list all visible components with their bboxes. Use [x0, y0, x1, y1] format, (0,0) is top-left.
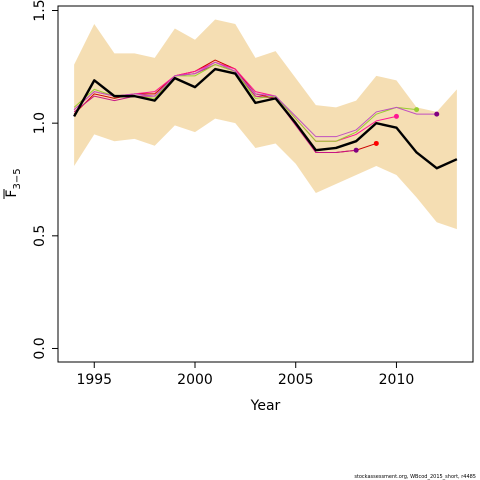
- footer-note: stockassessment.org, WBcod_2015_short, r…: [354, 474, 476, 480]
- x-tick-label-2000: 2000: [177, 372, 213, 388]
- y-tick-label-1.0: 1.0: [32, 112, 48, 134]
- y-axis-label: F3−5: [3, 168, 23, 199]
- retro-line-5: [73, 61, 437, 138]
- x-axis-label: Year: [250, 398, 281, 414]
- svg-text:F3−5: F3−5: [4, 168, 23, 197]
- y-tick-label-0.5: 0.5: [32, 225, 48, 247]
- confidence-band: [74, 19, 457, 230]
- x-tick-label-2010: 2010: [379, 372, 415, 388]
- y-axis: 0.0 0.5 1.0 1.5: [32, 0, 58, 360]
- confidence-band-layer: [74, 19, 457, 230]
- retro-endpoint-3: [393, 113, 399, 119]
- retro-endpoint-5: [434, 111, 440, 117]
- y-axis-label-main: F: [4, 190, 20, 198]
- x-tick-label-2005: 2005: [278, 372, 314, 388]
- retro-endpoint-4: [414, 107, 420, 113]
- x-tick-label-1995: 1995: [76, 372, 112, 388]
- y-axis-label-subscript: 3−5: [12, 168, 23, 189]
- y-tick-label-1.5: 1.5: [32, 0, 48, 22]
- main-estimate-layer: [73, 67, 458, 170]
- x-axis: 1995 2000 2005 2010: [76, 362, 414, 388]
- terminal-points-layer: [353, 107, 440, 153]
- plot-frame: [57, 5, 474, 363]
- retro-endpoint-1: [373, 140, 379, 146]
- y-tick-label-0.0: 0.0: [32, 337, 48, 359]
- main-estimate-line: [73, 67, 458, 170]
- retro-endpoint-2: [353, 147, 359, 153]
